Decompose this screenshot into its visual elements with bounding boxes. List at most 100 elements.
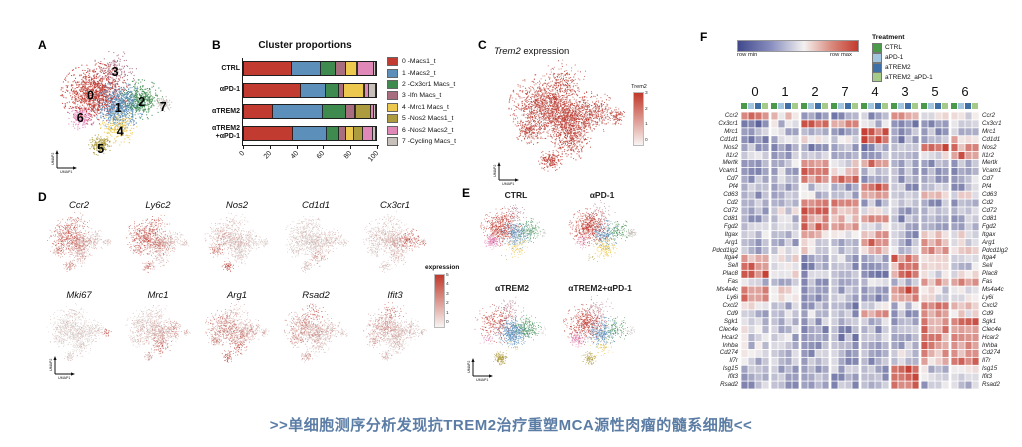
heatmap-cluster-number: 6 — [961, 84, 969, 99]
annotation-cell — [928, 103, 935, 110]
colorbar-tick: 3 — [446, 291, 449, 297]
x-tick-label: 60 — [316, 150, 327, 161]
cluster-legend: 0 -Macs1_t 1 -Macs2_t 2 -Cx3cr1 Macs_t 3 -I… — [387, 56, 456, 147]
stacked-bar-row — [243, 61, 377, 76]
x-tick-mark — [350, 146, 352, 149]
annotation-cell — [972, 103, 979, 110]
feature-plot-umap — [356, 209, 434, 283]
heatmap-gene-label: Cd274 — [719, 349, 738, 357]
heatmap-gene-label: Cx3cr1 — [718, 119, 738, 127]
annotation-cell — [852, 103, 859, 110]
treatment-umap-title: αPD-1 — [589, 190, 615, 200]
legend-swatch — [387, 57, 398, 67]
umap-cluster-plot — [42, 46, 192, 174]
annotation-cell — [875, 103, 882, 110]
annotation-cell — [921, 103, 928, 110]
bar-segment — [363, 126, 374, 140]
feature-plot-umap — [119, 209, 197, 283]
heatmap-gene-label: Vcam1 — [982, 167, 1002, 175]
bar-chart-title: Cluster proportions — [258, 40, 352, 51]
bar-segment — [339, 126, 347, 140]
heatmap-gene-label: Clec4e — [982, 325, 1002, 333]
colorbar-tick: 5 — [446, 273, 449, 278]
x-tick-mark — [243, 146, 244, 149]
heatmap-gene-label: Cd1d1 — [719, 135, 738, 143]
feature-plot-title: Mki67 — [66, 290, 92, 301]
heatmap-gene-label: Mrc1 — [724, 127, 738, 135]
bar-segment — [323, 105, 346, 118]
x-tick-mark — [269, 146, 271, 149]
heatmap-gene-label: Nos2 — [723, 143, 738, 151]
heatmap-gene-label: Plac8 — [722, 270, 738, 278]
bar-segment — [373, 105, 376, 118]
legend-label: 4 -Mrc1 Macs_t — [402, 103, 449, 111]
x-tick-label: 80 — [342, 150, 354, 161]
heatmap-gene-label: Il7r — [729, 357, 738, 365]
bar-segment — [244, 83, 301, 97]
heatmap-gene-label: Inhba — [722, 341, 738, 349]
heatmap-gene-label: Itgax — [724, 230, 738, 238]
annotation-cell — [912, 103, 919, 110]
heatmap-cluster-number: 0 — [751, 84, 759, 99]
annotation-cell — [822, 103, 829, 110]
feature-plot-umap — [356, 299, 434, 373]
heatmap-gene-label: Hcar2 — [721, 333, 738, 341]
legend-swatch — [387, 125, 398, 135]
svg-text:UMAP2: UMAP2 — [51, 153, 55, 165]
heatmap-gene-label: Cd1d1 — [982, 135, 1001, 143]
bar-segment — [336, 62, 346, 75]
legend-swatch — [387, 79, 398, 89]
annotation-cell — [891, 103, 898, 110]
panel-e-label: E — [462, 186, 471, 200]
heatmap-gene-label: Mrc1 — [982, 127, 996, 135]
x-tick-label: 20 — [262, 150, 273, 161]
annotation-cell — [748, 103, 755, 110]
cluster-legend-item: 2 -Cx3cr1 Macs_t — [387, 79, 456, 90]
svg-text:UMAP1: UMAP1 — [476, 378, 488, 382]
colorbar-tick: 0 — [446, 320, 449, 326]
annotation-cell — [965, 103, 972, 110]
legend-label: 1 -Macs2_t — [402, 69, 436, 77]
feature-plot-title: Ccr2 — [68, 200, 90, 211]
bar-segment — [364, 83, 366, 97]
legend-swatch — [387, 102, 398, 112]
heatmap-gene-label: Pf4 — [728, 183, 738, 191]
heatmap-gene-label: Ifit3 — [982, 373, 992, 381]
heatmap-gene-label: Cd63 — [723, 191, 738, 199]
colorbar-tick: 2 — [446, 301, 449, 307]
heatmap-gene-label: Cd63 — [982, 191, 997, 199]
treatment-umap-title: αTREM2 — [494, 283, 530, 293]
heatmap-gene-label: Sell — [982, 262, 993, 270]
cluster-legend-item: 4 -Mrc1 Macs_t — [387, 102, 456, 113]
panel-f-label: F — [700, 30, 708, 44]
stacked-bar-row — [243, 104, 377, 119]
bar-segment — [291, 62, 321, 75]
row-max-label: row max — [830, 52, 852, 58]
bar-segment — [345, 105, 355, 118]
treatment-label: aTREM2 — [885, 63, 911, 71]
heatmap-gene-label: Vcam1 — [718, 167, 738, 175]
bar-segment — [369, 83, 376, 97]
feature-plot-umap — [40, 299, 118, 373]
annotation-cell — [762, 103, 769, 110]
heatmap-gene-label: Fgd2 — [982, 222, 997, 230]
annotation-cell — [882, 103, 889, 110]
heatmap-gene-label: Il1r2 — [982, 151, 995, 159]
colorbar-tick: 1 — [446, 310, 449, 316]
annotation-cell — [771, 103, 778, 110]
heatmap-cluster-number: 7 — [841, 84, 849, 99]
annotation-cell — [861, 103, 868, 110]
trem2-colorbar-title: Trem2 — [631, 84, 647, 90]
svg-text:UMAP1: UMAP1 — [58, 376, 70, 380]
heatmap-gene-label: Pf4 — [982, 183, 992, 191]
feature-plot-umap — [277, 299, 355, 373]
annotation-cell — [868, 103, 875, 110]
heatmap-gene-label: Arg1 — [982, 238, 996, 246]
panel-c-label: C — [478, 38, 487, 52]
legend-label: 3 -Ifn Macs_t — [402, 92, 442, 100]
annotation-cell — [815, 103, 822, 110]
bar-chart-x-axis — [242, 145, 379, 146]
legend-label: 5 -Nos2 Macs1_t — [402, 115, 454, 123]
feature-plot-title: Cd1d1 — [302, 200, 330, 211]
